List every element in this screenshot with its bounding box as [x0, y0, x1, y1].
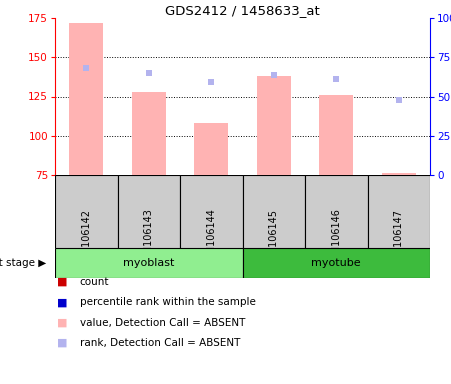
Text: GSM106142: GSM106142: [81, 209, 91, 268]
Text: myoblast: myoblast: [123, 258, 175, 268]
Text: development stage ▶: development stage ▶: [0, 258, 46, 268]
Bar: [382, 174, 416, 175]
Text: ■: ■: [57, 318, 68, 328]
Bar: [243, 175, 305, 248]
Text: ■: ■: [57, 297, 68, 307]
Text: rank, Detection Call = ABSENT: rank, Detection Call = ABSENT: [80, 338, 240, 348]
Bar: [180, 175, 243, 248]
Text: GSM106147: GSM106147: [394, 209, 404, 268]
Text: count: count: [80, 277, 109, 287]
Text: GSM106144: GSM106144: [206, 209, 216, 267]
Bar: [368, 175, 430, 248]
Bar: [69, 23, 103, 175]
Bar: [194, 123, 229, 175]
Title: GDS2412 / 1458633_at: GDS2412 / 1458633_at: [165, 4, 320, 17]
Text: ■: ■: [57, 277, 68, 287]
Bar: [118, 175, 180, 248]
Bar: [319, 95, 354, 175]
Bar: [55, 248, 243, 278]
Text: myotube: myotube: [312, 258, 361, 268]
Text: percentile rank within the sample: percentile rank within the sample: [80, 297, 256, 307]
Bar: [55, 175, 118, 248]
Text: ■: ■: [57, 338, 68, 348]
Bar: [132, 92, 166, 175]
Bar: [243, 248, 430, 278]
Text: GSM106143: GSM106143: [144, 209, 154, 267]
Bar: [257, 76, 291, 175]
Bar: [305, 175, 368, 248]
Text: value, Detection Call = ABSENT: value, Detection Call = ABSENT: [80, 318, 245, 328]
Text: GSM106146: GSM106146: [331, 209, 341, 267]
Text: GSM106145: GSM106145: [269, 209, 279, 268]
